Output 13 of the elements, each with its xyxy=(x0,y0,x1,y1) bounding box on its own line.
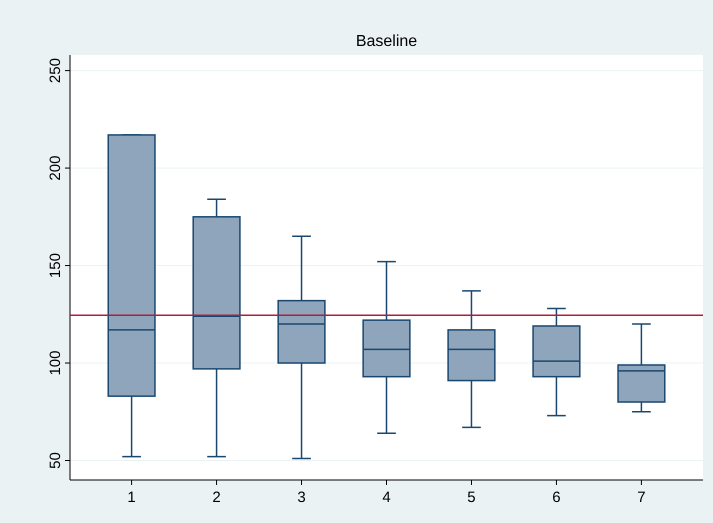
x-tick-label: 4 xyxy=(382,489,391,506)
y-tick-label: 250 xyxy=(47,58,64,84)
chart-title: Baseline xyxy=(356,33,418,50)
x-tick-label: 3 xyxy=(297,489,306,506)
x-tick-label: 1 xyxy=(127,489,136,506)
y-tick-label: 200 xyxy=(47,156,64,181)
y-tick-label: 100 xyxy=(47,350,64,376)
y-tick-label: 50 xyxy=(47,452,64,469)
y-tick-label: 150 xyxy=(47,253,64,278)
x-tick-label: 2 xyxy=(212,489,221,506)
x-tick-label: 6 xyxy=(552,489,561,506)
x-tick-label: 7 xyxy=(637,489,646,506)
x-tick-label: 5 xyxy=(467,489,476,506)
